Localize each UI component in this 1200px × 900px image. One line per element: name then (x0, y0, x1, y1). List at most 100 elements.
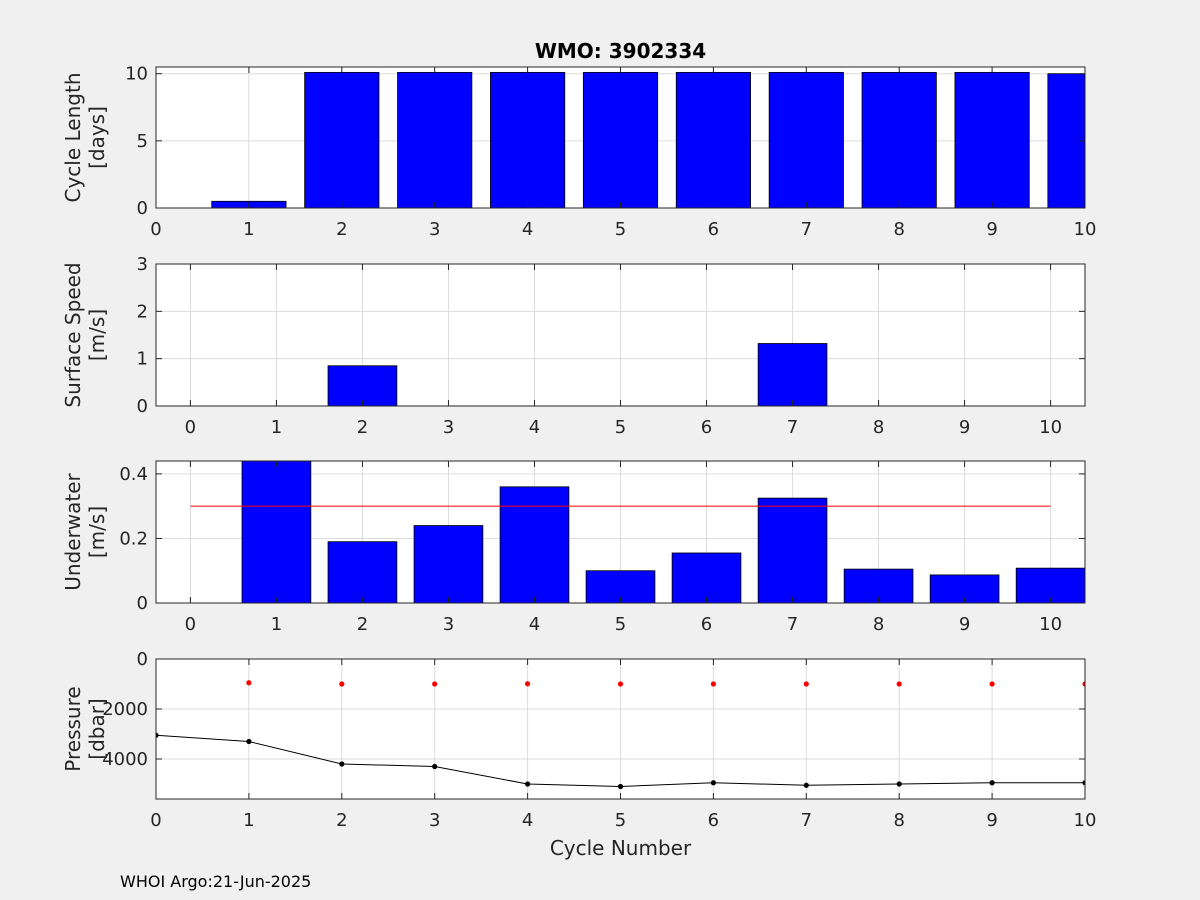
y-tick-label: 0 (137, 649, 148, 670)
y-tick-label: 0 (137, 396, 148, 417)
x-tick-label: 9 (986, 810, 997, 831)
x-tick-label: 7 (801, 810, 812, 831)
x-tick-label: 8 (893, 810, 904, 831)
x-tick-label: 9 (959, 614, 970, 635)
data-point (339, 761, 345, 767)
y-tick-label: 10 (125, 64, 148, 85)
x-tick-label: 8 (873, 417, 884, 438)
y-tick-label: 3 (137, 254, 148, 275)
bar (757, 343, 828, 406)
y-axis-label-line: Cycle Length (61, 73, 85, 203)
x-tick-label: 0 (185, 417, 196, 438)
bar (327, 541, 398, 603)
chart-panel-2: 0 1 2 3 4 5 6 7 8 9 10 0 1 2 3 Surface Speed[m/s] (61, 254, 1086, 438)
y-axis-label-line: [m/s] (85, 506, 109, 558)
x-tick-label: 4 (529, 614, 540, 635)
bar (241, 461, 312, 603)
x-tick-label: 4 (522, 810, 533, 831)
data-point (246, 680, 252, 686)
data-point (617, 783, 624, 790)
y-tick-label: 0.2 (119, 528, 148, 549)
data-point (1082, 780, 1085, 786)
x-tick-label: 8 (873, 614, 884, 635)
y-tick-label: 0 (137, 198, 148, 219)
x-tick-label: 1 (243, 810, 254, 831)
data-point (617, 681, 624, 687)
y-axis-label: Surface Speed[m/s] (61, 262, 109, 407)
x-tick-label: 7 (801, 219, 812, 240)
data-point (432, 763, 438, 770)
y-axis-label-line: Underwater (61, 472, 85, 590)
x-tick-label: 10 (1074, 810, 1097, 831)
x-tick-label: 3 (443, 417, 454, 438)
data-point (989, 780, 995, 786)
data-point (525, 781, 531, 787)
y-axis-label: Cycle Length[days] (61, 73, 109, 203)
x-tick-label: 7 (787, 417, 798, 438)
x-tick-label: 6 (701, 614, 712, 635)
data-point (246, 738, 252, 745)
x-tick-label: 1 (243, 219, 254, 240)
x-tick-label: 7 (787, 614, 798, 635)
y-axis-label-line: [days] (85, 106, 109, 169)
x-tick-label: 10 (1039, 614, 1062, 635)
bar (499, 486, 570, 603)
data-layer (190, 461, 1085, 603)
data-point (896, 681, 902, 687)
bar (304, 71, 380, 208)
data-point (803, 681, 809, 687)
x-axis-label: Cycle Number (550, 836, 692, 860)
x-tick-label: 6 (701, 417, 712, 438)
data-layer (211, 71, 1085, 208)
x-tick-label: 10 (1074, 219, 1097, 240)
y-tick-label: 0.4 (119, 464, 148, 485)
chart-title: WMO: 3902334 (535, 39, 706, 63)
bar (671, 552, 742, 603)
bar (861, 71, 937, 208)
y-tick-label: 2000 (102, 699, 148, 720)
bar (1047, 73, 1085, 208)
footer-text: WHOI Argo:21-Jun-2025 (120, 872, 312, 891)
x-tick-label: 4 (529, 417, 540, 438)
x-tick-label: 3 (443, 614, 454, 635)
data-point (339, 681, 345, 687)
y-axis-label-line: [dbar] (85, 698, 109, 759)
x-tick-label: 6 (708, 810, 719, 831)
y-tick-label: 0 (137, 593, 148, 614)
x-tick-label: 9 (959, 417, 970, 438)
bar (757, 497, 828, 603)
bar (675, 71, 751, 208)
y-axis-label: Underwater[m/s] (61, 472, 109, 590)
x-tick-label: 5 (615, 219, 626, 240)
x-tick-label: 1 (271, 614, 282, 635)
y-tick-label: 1 (137, 349, 148, 370)
bar (490, 71, 566, 208)
x-tick-label: 6 (708, 219, 719, 240)
x-tick-label: 0 (185, 614, 196, 635)
bar (397, 71, 473, 208)
x-tick-label: 5 (615, 417, 626, 438)
x-tick-label: 3 (429, 219, 440, 240)
data-layer (156, 680, 1085, 790)
data-layer (327, 343, 828, 406)
data-point (803, 782, 809, 788)
bar (582, 71, 659, 208)
data-point (896, 781, 902, 787)
y-axis-label-line: [m/s] (85, 309, 109, 361)
data-point (710, 681, 717, 687)
bar (768, 71, 844, 208)
x-tick-label: 5 (615, 614, 626, 635)
bar (954, 71, 1030, 208)
x-tick-label: 2 (357, 614, 368, 635)
y-tick-label: 4000 (102, 749, 148, 770)
x-tick-label: 2 (336, 810, 347, 831)
x-tick-label: 0 (150, 219, 161, 240)
data-point (525, 681, 531, 687)
y-axis-label: Pressure[dbar] (61, 686, 109, 771)
y-tick-label: 2 (137, 301, 148, 322)
y-axis-label-line: Surface Speed (61, 262, 85, 407)
chart-panel-1: 0 1 2 3 4 5 6 7 8 9 10 0 5 10 Cycle Length[days] WMO: 3… (61, 39, 1097, 240)
x-tick-label: 4 (522, 219, 533, 240)
y-tick-label: 5 (137, 131, 148, 152)
